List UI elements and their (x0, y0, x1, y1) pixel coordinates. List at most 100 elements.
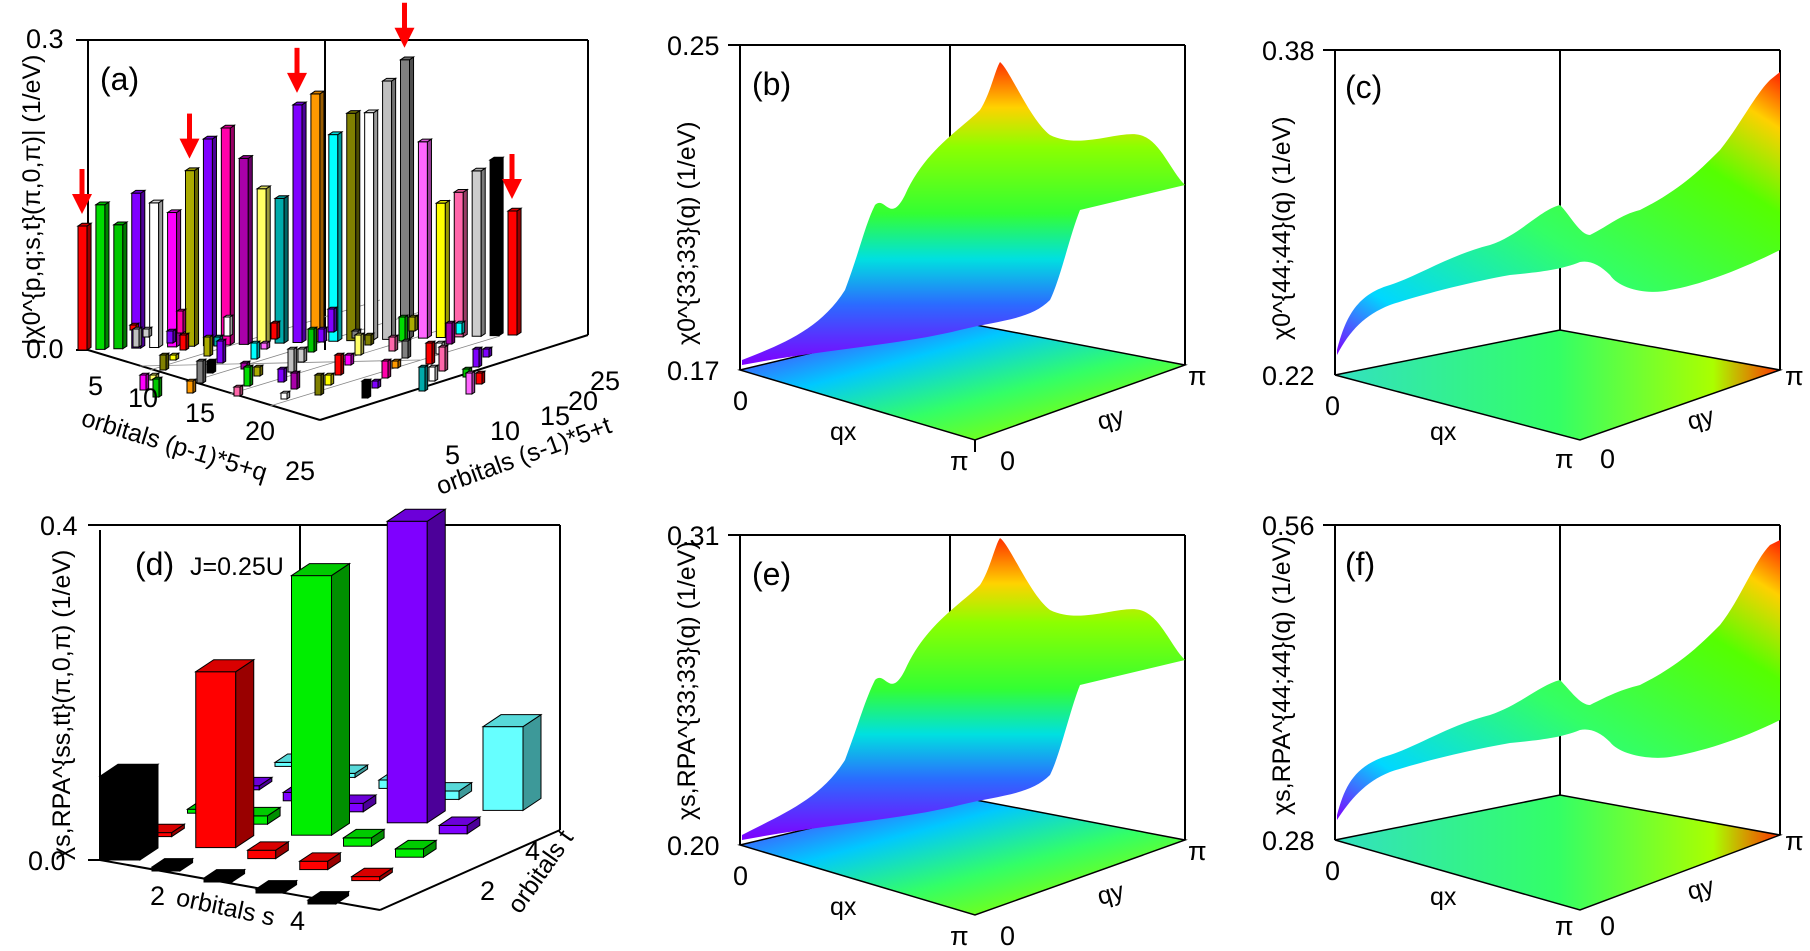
bar-d-front (299, 860, 329, 871)
bar-a-small-side (296, 370, 301, 390)
bar-a-small-front (196, 360, 204, 384)
bar-a-small-front (445, 322, 453, 345)
bar-d-front (99, 775, 141, 861)
bar-a (363, 109, 380, 341)
bar-a-small-top (289, 370, 302, 374)
panel-f-ytick-end: π (1785, 826, 1804, 856)
panel-a-ytick: 10 (490, 416, 520, 446)
bar-a-top (506, 207, 523, 212)
panel-a-ztick-top: 0.3 (26, 24, 64, 54)
bar-a-small-top (461, 366, 474, 370)
bar-a-front (417, 141, 428, 339)
bar-a-top (309, 90, 326, 95)
bar-a-small (471, 346, 484, 368)
bar-a-small-side (158, 376, 163, 398)
panel-f-tag: (f) (1345, 546, 1375, 582)
bar-a-small (313, 372, 326, 396)
bar-a-small (195, 358, 208, 384)
bar-a-small-top (165, 328, 178, 332)
bar-a-side (229, 124, 235, 346)
bar-a-small (242, 364, 255, 387)
bar-a-top (94, 201, 111, 206)
panel-f-xlabel: qx (1430, 883, 1457, 911)
bar-a-small (269, 320, 282, 340)
bar-a-front (489, 159, 500, 337)
bar-a-small-side (202, 358, 207, 384)
bar-d (298, 851, 343, 871)
panel-d-tag: (d) (135, 546, 174, 582)
panel-c-xtick-start: 0 (1325, 391, 1340, 421)
bar-a-small-front (334, 354, 342, 376)
bar-a-small-top (296, 346, 309, 350)
bar-a-side (211, 135, 217, 347)
bar-a-front (364, 112, 375, 341)
bar-a-small (397, 314, 410, 342)
bar-a-small (222, 314, 235, 337)
bar-a-small (380, 358, 393, 379)
panel-e-xtick-end: π (950, 921, 969, 951)
bar-a-small (296, 346, 309, 363)
panel-f-floor (1335, 795, 1780, 910)
bar-a-side (337, 130, 343, 343)
bar-a-side (301, 101, 307, 344)
bar-a-small-front (176, 310, 184, 334)
bar-a-small-front (314, 374, 322, 396)
panel-c-xlabel: qx (1430, 418, 1457, 446)
bar-a-small-top (424, 340, 437, 344)
panel-b-ytick-start: 0 (1000, 446, 1015, 476)
bar-a-small-side (434, 364, 439, 382)
bar-a-small-front (361, 380, 369, 399)
bar-a-small-top (444, 320, 457, 324)
bar-a-small-front (277, 368, 285, 383)
bar-d-top (289, 563, 352, 577)
bar-a-side (158, 199, 164, 349)
bar-a-small-side (320, 372, 325, 396)
bar-a-top (219, 124, 237, 129)
bar-d-front (307, 899, 337, 905)
bar-a-small-top (148, 372, 161, 376)
panel-b-xlabel: qx (830, 418, 857, 446)
bar-a-small-top (434, 340, 447, 344)
bar-a-front (202, 138, 213, 347)
bar-a-small (437, 344, 450, 372)
bar-a-small-side (478, 346, 483, 368)
bar-a-small (286, 346, 299, 373)
bar-a-small-front (391, 360, 399, 369)
bar-a-small (215, 338, 228, 364)
bar-a-small-top (212, 334, 225, 338)
bar-d-front (151, 866, 181, 872)
bar-d (306, 890, 351, 905)
bar-d-top (150, 858, 195, 868)
bar-a-top (130, 189, 147, 194)
bar-a-small-top (481, 346, 494, 350)
bar-a-small (353, 332, 366, 356)
panel-e-tag: (e) (752, 556, 791, 592)
bar-a (76, 222, 93, 351)
bar-d-top (393, 839, 438, 850)
panel-c-zlabel: χ0^{44;44}(q) (1/eV) (1268, 116, 1296, 340)
bar-a-small (360, 378, 373, 399)
bar-d-front (247, 849, 277, 860)
bar-a-small (316, 326, 329, 343)
bar-a-small-top (128, 322, 141, 326)
bar-a-top (273, 195, 290, 199)
bar-a-small-front (482, 348, 490, 358)
bar-d-top (194, 659, 256, 673)
bar-a-small (370, 378, 383, 389)
panel-d-ytick: 4 (525, 836, 540, 866)
bar-d-top (98, 763, 160, 777)
bar-a-top (345, 110, 362, 114)
panel-a-zlabel: |χ0^{p,q;s,t}(π,0,π)| (1/eV) (18, 54, 46, 345)
panel-a-bars (76, 56, 523, 400)
panel-c-ztick-top: 0.38 (1262, 36, 1315, 66)
bar-a-small (417, 364, 430, 392)
bar-a-small-top (380, 358, 393, 362)
bar-a-front (238, 157, 249, 345)
bar-a-small-side (340, 352, 345, 376)
bar-a-small-side (471, 370, 476, 395)
panel-f-surface (1337, 540, 1780, 820)
bar-a-small-top (279, 390, 292, 394)
bar-a-top (201, 135, 219, 140)
bar-d-top (246, 841, 291, 851)
panel-a-ytick: 5 (445, 440, 460, 470)
